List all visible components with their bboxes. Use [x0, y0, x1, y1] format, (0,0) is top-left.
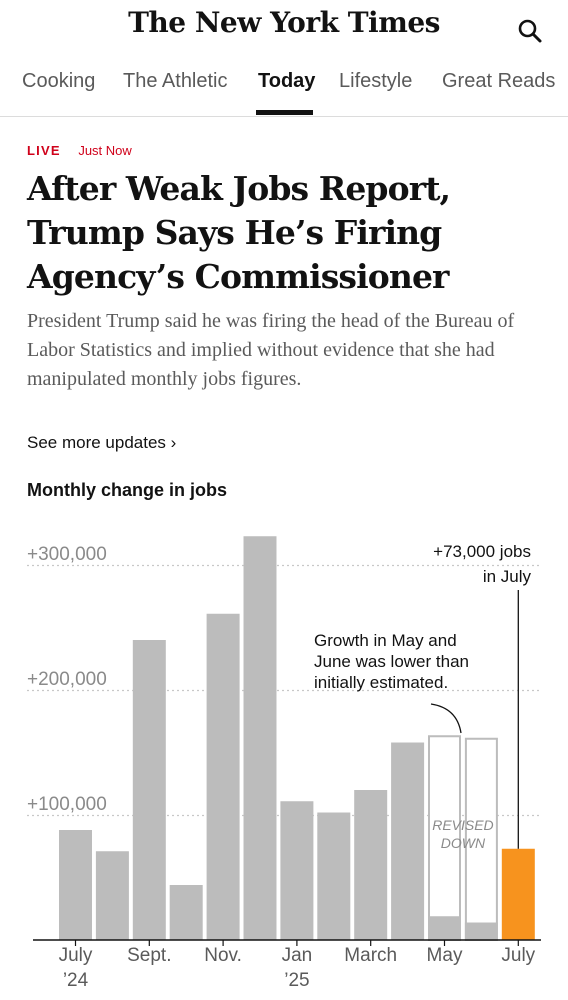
see-more-updates-link[interactable]: See more updates ›	[27, 433, 177, 452]
article-summary: President Trump said he was firing the h…	[27, 310, 515, 390]
bar	[95, 851, 129, 940]
nav-item-today[interactable]: Today	[258, 70, 316, 92]
original-estimate-bar	[464, 737, 498, 941]
y-tick-label: +100,000	[27, 794, 107, 815]
x-tick-label: Jan	[282, 945, 313, 966]
revised-down-label: DOWN	[441, 835, 486, 851]
live-badge: LIVE	[27, 143, 61, 158]
bar	[354, 790, 388, 940]
active-tab-indicator	[256, 110, 313, 115]
y-tick-label: +300,000	[27, 544, 107, 565]
original-estimate-bar	[428, 735, 461, 941]
x-tick-label: July	[501, 945, 535, 966]
live-row: LIVE Just Now	[27, 143, 132, 158]
july-annotation-line: +73,000 jobs	[433, 542, 531, 561]
revision-annotation-arrow	[430, 703, 462, 734]
revision-annotation-line: June was lower than	[314, 652, 469, 671]
x-tick-label: May	[427, 945, 463, 966]
timestamp: Just Now	[78, 143, 132, 158]
x-tick-sublabel: ’25	[284, 970, 309, 991]
revised-down-label: REVISED	[432, 817, 493, 833]
bar	[169, 885, 203, 940]
nav-item-great-reads[interactable]: Great Reads	[442, 70, 556, 92]
bar	[243, 536, 277, 940]
nav-item-lifestyle[interactable]: Lifestyle	[339, 70, 413, 92]
revision-annotation-line: initially estimated.	[314, 673, 448, 692]
nyt-logo[interactable]: The New York Times	[128, 6, 440, 39]
highlight-bar	[501, 848, 535, 940]
x-tick-label: Sept.	[127, 945, 171, 966]
bar	[428, 916, 461, 940]
y-tick-label: +200,000	[27, 669, 107, 690]
nav-item-cooking[interactable]: Cooking	[22, 70, 96, 92]
headline[interactable]: After Weak Jobs Report, Trump Says He’s …	[27, 169, 451, 296]
bar	[132, 640, 166, 940]
bar	[206, 613, 240, 940]
bar	[391, 742, 425, 940]
x-tick-label: July	[59, 945, 93, 966]
section-nav: Cooking The Athletic Today Lifestyle Gre…	[0, 60, 568, 117]
july-annotation-line: in July	[483, 567, 532, 586]
revision-annotation-line: Growth in May and	[314, 631, 457, 650]
x-tick-sublabel: ’24	[63, 970, 89, 991]
bar	[317, 812, 351, 940]
bar	[280, 801, 314, 940]
masthead: The New York Times	[0, 0, 568, 56]
x-tick-label: Nov.	[204, 945, 242, 966]
chart-title: Monthly change in jobs	[27, 480, 228, 500]
bar	[59, 830, 92, 940]
x-tick-label: March	[344, 945, 397, 966]
search-icon[interactable]	[515, 16, 545, 46]
nav-item-the-athletic[interactable]: The Athletic	[123, 70, 228, 92]
bar	[464, 922, 498, 940]
